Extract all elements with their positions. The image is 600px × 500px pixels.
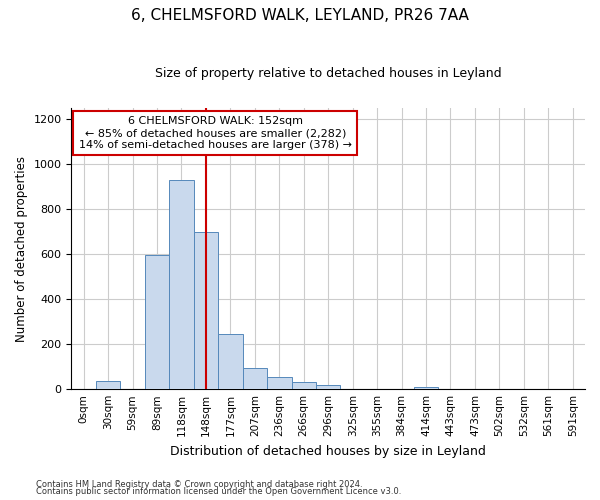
Bar bbox=[169, 180, 194, 389]
Bar bbox=[194, 232, 218, 389]
Bar bbox=[267, 377, 292, 389]
Y-axis label: Number of detached properties: Number of detached properties bbox=[15, 156, 28, 342]
Text: Contains public sector information licensed under the Open Government Licence v3: Contains public sector information licen… bbox=[36, 487, 401, 496]
Bar bbox=[316, 385, 340, 389]
X-axis label: Distribution of detached houses by size in Leyland: Distribution of detached houses by size … bbox=[170, 444, 486, 458]
Bar bbox=[145, 256, 169, 389]
Bar bbox=[242, 368, 267, 389]
Bar bbox=[96, 382, 121, 389]
Bar bbox=[414, 387, 438, 389]
Text: 6, CHELMSFORD WALK, LEYLAND, PR26 7AA: 6, CHELMSFORD WALK, LEYLAND, PR26 7AA bbox=[131, 8, 469, 22]
Title: Size of property relative to detached houses in Leyland: Size of property relative to detached ho… bbox=[155, 68, 502, 80]
Text: Contains HM Land Registry data © Crown copyright and database right 2024.: Contains HM Land Registry data © Crown c… bbox=[36, 480, 362, 489]
Bar bbox=[218, 334, 242, 389]
Text: 6 CHELMSFORD WALK: 152sqm
← 85% of detached houses are smaller (2,282)
14% of se: 6 CHELMSFORD WALK: 152sqm ← 85% of detac… bbox=[79, 116, 352, 150]
Bar bbox=[292, 382, 316, 389]
